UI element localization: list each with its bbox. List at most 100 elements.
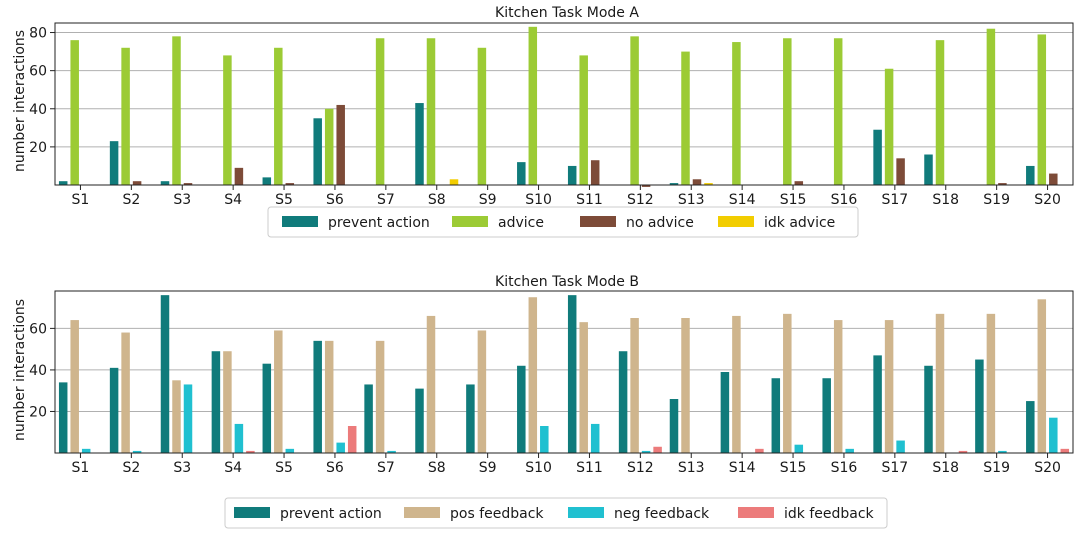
chart-a-bar-s5-advice	[274, 47, 283, 185]
chart-b-y-tick-label: 40	[29, 363, 47, 379]
chart-b-bar-s12-neg-feedback	[641, 450, 651, 453]
chart-b-bar-s20-pos-feedback	[1037, 299, 1047, 453]
chart-b-bar-s1-prevent-action	[58, 382, 68, 453]
chart-b-bar-s9-prevent-action	[466, 384, 475, 453]
chart-a-bar-s2-advice	[121, 47, 130, 185]
chart-b-bar-s13-prevent-action	[669, 399, 679, 453]
chart-b-bar-s15-pos-feedback	[783, 313, 792, 453]
chart-b-y-label: number interactions	[12, 299, 28, 441]
chart-b-bar-s18-idk-feedback	[958, 450, 968, 453]
chart-b-bar-s12-pos-feedback	[630, 318, 639, 453]
chart-a-title: Kitchen Task Mode A	[495, 5, 639, 21]
chart-a-bar-s19-no-advice	[998, 183, 1007, 185]
chart-a-bar-s13-idk-advice	[704, 183, 713, 185]
chart-mode-b: Kitchen Task Mode B number interactions …	[12, 274, 1074, 529]
chart-a-bar-s8-prevent-action	[415, 103, 424, 185]
chart-a-x-tick-label: S12	[627, 192, 654, 208]
chart-b-x-tick-label: S3	[173, 460, 191, 476]
chart-a-bars	[58, 26, 1058, 187]
chart-b-x-tick-label: S19	[983, 460, 1010, 476]
chart-b-legend-label: pos feedback	[450, 506, 544, 522]
chart-b-x-tick-label: S17	[881, 460, 908, 476]
chart-b-legend-swatch	[234, 507, 270, 518]
chart-b-bar-s15-neg-feedback	[794, 444, 804, 453]
chart-a-bar-s10-advice	[528, 26, 538, 186]
chart-b-bar-s10-prevent-action	[517, 365, 526, 453]
chart-b-bar-s14-prevent-action	[720, 372, 730, 453]
chart-a-bar-s11-no-advice	[590, 160, 600, 185]
chart-a-x-tick-label: S2	[122, 192, 140, 208]
chart-b-bar-s2-pos-feedback	[121, 332, 130, 453]
chart-a-bar-s4-no-advice	[234, 167, 244, 185]
chart-b-bar-s10-neg-feedback	[540, 426, 549, 453]
chart-b-bar-s2-neg-feedback	[132, 450, 142, 453]
chart-b-bar-s7-prevent-action	[364, 384, 373, 453]
chart-b-bar-s20-idk-feedback	[1060, 448, 1070, 453]
chart-b-x-ticks: S1 S2 S3 S4 S5 S6 S7 S8 S9 S10 S11 S12 S13 S14 S15 S16 S…	[72, 453, 1061, 476]
chart-a-bar-s13-no-advice	[692, 179, 702, 185]
chart-b-bar-s16-prevent-action	[822, 378, 831, 453]
chart-a-bar-s3-prevent-action	[160, 181, 170, 185]
chart-a-x-tick-label: S9	[479, 192, 497, 208]
chart-b-x-tick-label: S9	[479, 460, 497, 476]
chart-b-bar-s12-prevent-action	[618, 351, 628, 453]
chart-a-x-tick-label: S10	[525, 192, 552, 208]
chart-a-legend-label: prevent action	[328, 215, 430, 231]
chart-b-bar-s9-pos-feedback	[477, 330, 487, 453]
chart-b-bar-s8-prevent-action	[415, 388, 424, 453]
chart-a-bar-s5-prevent-action	[262, 177, 272, 185]
chart-a-bar-s1-prevent-action	[58, 181, 68, 185]
chart-a-x-tick-label: S5	[275, 192, 293, 208]
chart-a-bar-s7-advice	[375, 38, 385, 185]
chart-b-x-tick-label: S8	[428, 460, 446, 476]
chart-b-bar-s13-pos-feedback	[681, 318, 690, 453]
chart-a-bar-s6-no-advice	[336, 104, 345, 185]
chart-b-x-tick-label: S18	[932, 460, 959, 476]
chart-b-bar-s1-pos-feedback	[70, 320, 79, 453]
chart-b-plot-frame	[54, 290, 1074, 454]
chart-a-x-tick-label: S3	[173, 192, 191, 208]
chart-a-bar-s19-advice	[986, 28, 996, 185]
chart-a-bar-s8-advice	[426, 38, 436, 185]
chart-b-legend-box	[224, 497, 888, 529]
chart-b-x-tick-label: S13	[678, 460, 705, 476]
chart-a-bar-s17-no-advice	[896, 158, 905, 185]
chart-a-x-tick-label: S19	[983, 192, 1010, 208]
chart-b-bar-s11-neg-feedback	[590, 423, 600, 453]
chart-a-bar-s10-prevent-action	[517, 162, 526, 185]
chart-b-bar-s4-pos-feedback	[223, 351, 232, 453]
chart-a-x-tick-label: S1	[72, 192, 90, 208]
chart-a-x-ticks: S1 S2 S3 S4 S5 S6 S7 S8 S9 S10 S11 S12 S13 S14 S15 S16 S…	[72, 185, 1061, 208]
chart-a-legend-swatch	[282, 216, 318, 227]
chart-b-bar-s19-pos-feedback	[986, 313, 996, 453]
chart-b-bar-s14-pos-feedback	[732, 315, 741, 453]
chart-b-bar-s11-pos-feedback	[579, 322, 588, 453]
chart-a-bar-s11-advice	[579, 55, 588, 186]
chart-b-bar-s19-neg-feedback	[998, 450, 1007, 453]
chart-a-x-tick-label: S16	[831, 192, 858, 208]
chart-a-y-ticks: 20 40 60 80	[29, 26, 55, 156]
chart-a-x-tick-label: S7	[377, 192, 395, 208]
chart-a-bar-s20-advice	[1037, 34, 1047, 185]
chart-a-bar-s18-advice	[935, 40, 945, 186]
chart-a-y-tick-label: 20	[29, 140, 47, 156]
chart-b-bar-s11-prevent-action	[567, 295, 577, 453]
chart-b-bar-s15-prevent-action	[771, 378, 781, 453]
chart-a-bar-s15-no-advice	[794, 181, 804, 185]
chart-b-legend-label: neg feedback	[614, 506, 710, 522]
chart-b-legend-label: prevent action	[280, 506, 382, 522]
chart-b-y-ticks: 20 40 60	[29, 321, 55, 420]
chart-a-bar-s9-advice	[477, 47, 487, 185]
chart-a-x-tick-label: S17	[881, 192, 908, 208]
chart-b-bar-s4-prevent-action	[211, 351, 221, 453]
chart-a-legend-swatch	[580, 216, 616, 227]
chart-b-x-tick-label: S2	[122, 460, 140, 476]
chart-b-x-tick-label: S20	[1034, 460, 1061, 476]
chart-b-bars	[58, 295, 1070, 453]
chart-a-x-tick-label: S14	[729, 192, 756, 208]
chart-a-x-tick-label: S4	[224, 192, 242, 208]
chart-a-bar-s13-prevent-action	[669, 183, 679, 185]
chart-a-bar-s3-no-advice	[183, 183, 193, 185]
chart-b-bar-s5-neg-feedback	[285, 448, 295, 453]
